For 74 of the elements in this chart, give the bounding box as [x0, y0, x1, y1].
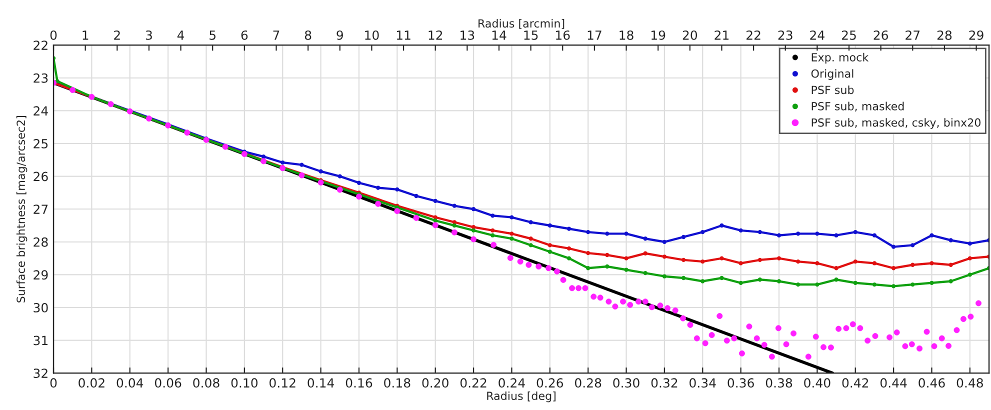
- x2-tick-label: 1: [82, 30, 88, 40]
- y-tick-label: 29: [34, 270, 48, 280]
- x2-tick-label: 3: [146, 30, 152, 40]
- x2-tick-label: 22: [746, 30, 760, 40]
- x2-tick-label: 8: [304, 30, 312, 40]
- x-tick-label: 0.34: [690, 378, 716, 388]
- x-tick-label: 0.22: [460, 378, 486, 388]
- y-tick-label: 30: [34, 302, 48, 312]
- x-tick-label: 0.48: [956, 378, 983, 388]
- y-tick-label: 25: [34, 138, 48, 148]
- x2-tick-label: 6: [241, 30, 248, 40]
- x2-tick-label: 26: [874, 30, 888, 40]
- y-axis-title: Surface brightness [mag/arcsec2]: [16, 116, 28, 302]
- x2-tick-label: 13: [460, 30, 474, 40]
- x2-tick-label: 21: [714, 30, 729, 40]
- x-tick-label: 0.42: [842, 378, 868, 388]
- x2-tick-label: 12: [428, 30, 442, 40]
- legend-label: PSF sub, masked: [812, 102, 904, 112]
- x-tick-label: 0.20: [422, 378, 448, 388]
- y-tick-label: 31: [34, 336, 48, 346]
- x2-tick-label: 25: [842, 30, 856, 40]
- x2-tick-label: 18: [620, 30, 634, 40]
- x2-tick-label: 9: [336, 30, 343, 40]
- y-tick-label: 28: [34, 237, 48, 247]
- x-tick-label: 0.24: [498, 378, 525, 388]
- x2-tick-label: 17: [588, 30, 602, 40]
- x-tick-label: 0.32: [651, 378, 678, 388]
- x-tick-label: 0.04: [116, 378, 144, 388]
- x-tick-label: 0.46: [918, 378, 945, 388]
- x2-tick-label: 2: [114, 30, 120, 40]
- y-tick-label: 22: [34, 40, 48, 50]
- x2-tick-label: 23: [778, 30, 792, 40]
- y-tick-label: 27: [34, 204, 48, 214]
- x2-tick-label: 15: [524, 30, 538, 40]
- legend-label: PSF sub: [812, 85, 854, 94]
- x2-tick-label: 0: [50, 30, 57, 40]
- legend-label: Original: [811, 69, 854, 80]
- legend-label: Exp. mock: [812, 52, 869, 64]
- x2-tick-label: 20: [682, 30, 698, 40]
- x-tick-label: 0.18: [384, 378, 410, 388]
- x-tick-label: 0.16: [346, 378, 372, 388]
- x2-tick-label: 28: [937, 30, 952, 40]
- x2-tick-label: 4: [177, 30, 184, 40]
- x-tick-label: 0.40: [804, 378, 830, 388]
- x-tick-label: 0.44: [880, 378, 907, 388]
- x-axis-title: Radius [deg]: [487, 391, 556, 402]
- x-tick-label: 0.08: [193, 378, 220, 388]
- x2-tick-label: 19: [652, 30, 666, 40]
- x-tick-label: 0.14: [308, 378, 334, 388]
- x-tick-label: 0.10: [231, 378, 258, 388]
- x-tick-label: 0.26: [536, 378, 564, 388]
- y-tick-label: 26: [34, 172, 48, 182]
- x-tick-label: 0.06: [154, 378, 182, 388]
- x2-tick-label: 16: [556, 30, 570, 40]
- x2-tick-label: 5: [210, 30, 216, 40]
- x2-tick-label: 27: [906, 30, 920, 40]
- x2-tick-label: 10: [365, 30, 379, 40]
- x2-tick-label: 11: [396, 30, 410, 40]
- x-tick-label: 0.30: [613, 378, 640, 388]
- x2-axis-title: Radius [arcmin]: [478, 19, 564, 29]
- y-tick-label: 24: [34, 106, 48, 116]
- x2-tick-label: 29: [969, 30, 984, 40]
- y-tick-label: 32: [34, 368, 48, 378]
- x-tick-label: 0.12: [270, 378, 296, 388]
- x-tick-label: 0.28: [574, 378, 602, 388]
- x-tick-label: 0: [50, 378, 57, 388]
- legend-label: PSF sub, masked, csky, binx20: [812, 118, 981, 129]
- y-tick-label: 23: [34, 73, 48, 83]
- x-tick-label: 0.02: [78, 378, 104, 388]
- x2-tick-label: 24: [810, 30, 824, 40]
- x2-tick-label: 7: [273, 30, 280, 40]
- x-tick-label: 0.38: [766, 378, 792, 388]
- x-tick-label: 0.36: [728, 378, 754, 388]
- x2-tick-label: 14: [492, 30, 506, 40]
